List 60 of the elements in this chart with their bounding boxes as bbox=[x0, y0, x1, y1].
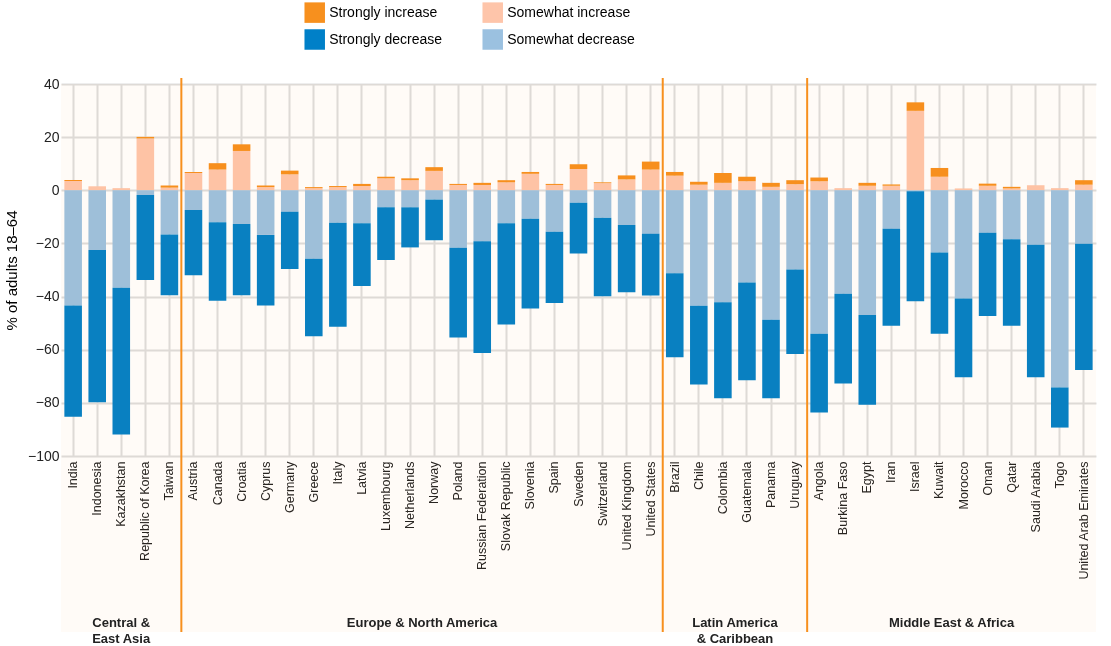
y-tick-label: −60 bbox=[35, 341, 60, 358]
y-tick-label: 0 bbox=[51, 181, 60, 198]
legend-label: Strongly increase bbox=[329, 3, 438, 20]
x-tick-label: Panama bbox=[764, 461, 779, 509]
x-tick-label: Morocco bbox=[956, 461, 971, 510]
legend-label: Strongly decrease bbox=[329, 30, 443, 47]
band-label: Europe & North America bbox=[346, 615, 499, 630]
x-tick-label: Saudi Arabia bbox=[1028, 461, 1043, 533]
x-tick-label: Spain bbox=[547, 461, 562, 494]
x-tick-label: Uruguay bbox=[788, 460, 803, 509]
x-tick-label: Guatemala bbox=[739, 461, 754, 523]
y-axis-title: % of adults 18–64 bbox=[2, 210, 20, 331]
legend-label: Somewhat decrease bbox=[507, 30, 636, 47]
x-tick-label: Italy bbox=[330, 460, 345, 485]
x-tick-label: Brazil bbox=[667, 461, 682, 493]
band-label: Middle East & Africa bbox=[888, 615, 1015, 630]
x-tick-label: Netherlands bbox=[403, 461, 418, 529]
x-tick-label: Egypt bbox=[860, 460, 875, 494]
y-tick-label: −40 bbox=[35, 288, 60, 305]
legend-label: Somewhat increase bbox=[507, 3, 631, 20]
x-tick-label: Taiwan bbox=[162, 461, 177, 501]
x-tick-label: Kazakhstan bbox=[114, 461, 129, 527]
x-tick-label: Switzerland bbox=[595, 461, 610, 527]
x-tick-label: India bbox=[66, 461, 81, 489]
x-tick-label: Kuwait bbox=[932, 460, 947, 500]
x-tick-label: Israel bbox=[908, 461, 923, 493]
x-tick-label: Greece bbox=[306, 461, 321, 503]
x-tick-label: Slovenia bbox=[523, 461, 538, 510]
x-tick-label: Qatar bbox=[1004, 461, 1019, 493]
x-tick-label: Colombia bbox=[715, 461, 730, 515]
x-tick-label: United Kingdom bbox=[619, 461, 634, 551]
x-tick-label: Oman bbox=[980, 461, 995, 496]
x-tick-label: Austria bbox=[186, 461, 201, 501]
x-tick-label: Germany bbox=[282, 460, 297, 513]
y-tick-label: −100 bbox=[27, 447, 60, 464]
x-tick-label: Poland bbox=[451, 461, 466, 501]
x-tick-label: Slovak Republic bbox=[499, 461, 514, 552]
x-tick-label: Luxembourg bbox=[378, 461, 393, 531]
x-tick-label: Latvia bbox=[354, 461, 369, 495]
y-tick-label: 20 bbox=[43, 128, 60, 145]
x-tick-label: United Arab Emirates bbox=[1076, 461, 1091, 580]
x-tick-label: Togo bbox=[1052, 461, 1067, 489]
x-tick-label: Burkina Faso bbox=[836, 461, 851, 536]
x-tick-label: Russian Federation bbox=[475, 461, 490, 570]
band-label: Central & East Asia bbox=[92, 615, 151, 646]
x-tick-label: Croatia bbox=[234, 461, 249, 502]
x-tick-label: Sweden bbox=[571, 461, 586, 507]
x-tick-label: Canada bbox=[210, 461, 225, 506]
x-tick-label: Iran bbox=[884, 461, 899, 484]
x-tick-label: Chile bbox=[691, 461, 706, 490]
x-tick-label: Republic of Korea bbox=[138, 461, 153, 561]
x-tick-label: United States bbox=[643, 461, 658, 537]
band-label: Latin America & Caribbean bbox=[692, 615, 779, 646]
y-tick-label: 40 bbox=[43, 75, 60, 92]
x-tick-label: Angola bbox=[812, 461, 827, 501]
y-tick-label: −20 bbox=[35, 234, 60, 251]
x-tick-label: Cyprus bbox=[258, 461, 273, 502]
x-tick-label: Norway bbox=[427, 460, 442, 504]
x-tick-label: Indonesia bbox=[90, 461, 105, 516]
y-tick-label: −80 bbox=[35, 394, 60, 411]
